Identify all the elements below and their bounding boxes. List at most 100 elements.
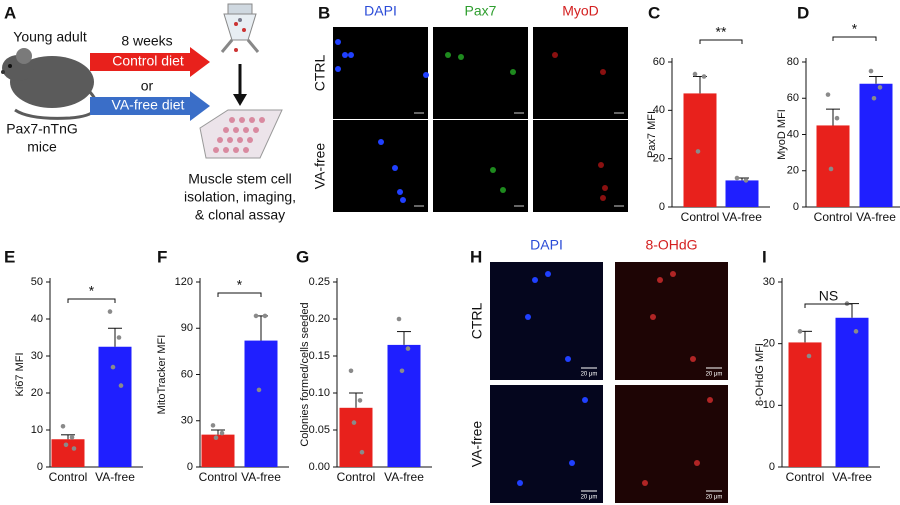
- cell: [458, 54, 464, 60]
- bar: [51, 439, 85, 467]
- bar: [683, 93, 717, 207]
- cell: [670, 271, 676, 277]
- data-point: [71, 446, 77, 451]
- bar: [387, 344, 421, 467]
- bar: [725, 180, 759, 207]
- data-point: [63, 442, 69, 448]
- scale-bar-label: 20 μm: [706, 372, 723, 378]
- cell: [657, 277, 663, 283]
- y-axis-title: MitoTracker MFI: [156, 335, 168, 415]
- cell: [650, 314, 656, 320]
- y-tick-label: 0: [793, 201, 799, 213]
- x-tick-label: Control: [49, 470, 88, 484]
- column-label: MyoD: [562, 3, 599, 19]
- data-point: [834, 115, 840, 121]
- data-point: [256, 387, 262, 393]
- column-label: DAPI: [530, 237, 563, 253]
- row-label: CTRL: [312, 55, 328, 92]
- panel-letter: C: [648, 3, 660, 22]
- tube: [220, 3, 260, 53]
- y-tick-label: 30: [181, 415, 193, 427]
- data-point: [877, 85, 883, 90]
- y-tick-label: 60: [653, 56, 665, 68]
- cell: [517, 480, 523, 486]
- x-tick-label: Control: [814, 210, 853, 224]
- significance-bracket: [67, 298, 116, 303]
- y-tick-label: 0: [769, 461, 775, 473]
- data-point: [743, 178, 749, 183]
- data-point: [828, 166, 834, 172]
- data-point: [253, 313, 259, 319]
- cell: [445, 52, 451, 58]
- micrograph: [490, 262, 603, 380]
- significance-bracket: [804, 303, 853, 308]
- micrograph: [333, 120, 428, 212]
- y-tick-label: 10: [31, 424, 43, 436]
- arrow-control: [90, 47, 210, 77]
- cell: [348, 52, 354, 58]
- y-axis-title: Pax7 MFI: [646, 111, 658, 158]
- data-point: [806, 353, 812, 359]
- mouse: [1, 48, 99, 120]
- cell: [545, 271, 551, 277]
- x-tick-label: VA-free: [384, 470, 424, 484]
- scale-bar-label: 20 μm: [581, 495, 598, 501]
- y-tick-label: 0.25: [309, 276, 330, 288]
- panel-letter: B: [318, 3, 330, 22]
- x-tick-label: Control: [681, 210, 720, 224]
- x-tick-label: VA-free: [856, 210, 896, 224]
- cell: [532, 277, 538, 283]
- arrow-vafree: [90, 91, 210, 121]
- data-point: [210, 423, 216, 428]
- plate: [199, 109, 283, 159]
- data-point: [219, 430, 225, 436]
- y-tick-label: 0.05: [309, 424, 330, 436]
- y-tick-label: 40: [787, 128, 799, 140]
- cell: [423, 72, 429, 78]
- y-tick-label: 50: [31, 276, 43, 288]
- cell: [582, 397, 588, 403]
- scale-bar-label: 20 μm: [706, 495, 723, 501]
- strain: mice: [27, 139, 57, 155]
- data-point: [262, 313, 268, 319]
- bar: [98, 346, 132, 467]
- micrograph: [533, 27, 628, 119]
- bar: [339, 407, 373, 467]
- significance-bracket: [699, 39, 743, 44]
- bar: [788, 342, 822, 467]
- y-axis-title: 8-OHdG MFI: [754, 343, 766, 406]
- y-tick-label: 40: [653, 104, 665, 116]
- diagram: A Young adult 8 weeks Control diet or VA…: [1, 3, 296, 223]
- y-tick-label: 20: [763, 338, 775, 350]
- cell: [490, 167, 496, 173]
- significance-bracket: [832, 36, 877, 41]
- outcome: & clonal assay: [195, 207, 285, 223]
- x-tick-label: Control: [199, 470, 238, 484]
- cell: [569, 460, 575, 466]
- cell: [707, 397, 713, 403]
- significance-label: NS: [819, 288, 838, 304]
- y-axis-title: Colonies formed/cells seeded: [299, 302, 311, 446]
- data-point: [825, 92, 831, 97]
- x-tick-label: VA-free: [722, 210, 762, 224]
- y-tick-label: 80: [787, 56, 799, 68]
- y-tick-label: 120: [175, 276, 193, 288]
- bar: [859, 83, 893, 207]
- data-point: [734, 175, 740, 181]
- data-point: [871, 95, 877, 101]
- bar: [244, 340, 278, 467]
- diet-label: VA-free diet: [112, 97, 185, 113]
- cell: [525, 314, 531, 320]
- cell: [602, 185, 608, 191]
- y-tick-label: 0: [659, 201, 665, 213]
- panel-letter: I: [762, 247, 767, 266]
- panel-letter: E: [4, 247, 15, 266]
- y-axis-title: Ki67 MFI: [14, 352, 26, 396]
- significance-label: **: [716, 24, 727, 40]
- data-point: [213, 435, 219, 441]
- cell: [378, 139, 384, 145]
- data-point: [60, 424, 66, 429]
- data-point: [399, 368, 405, 374]
- data-point: [797, 329, 803, 334]
- bar: [816, 125, 850, 207]
